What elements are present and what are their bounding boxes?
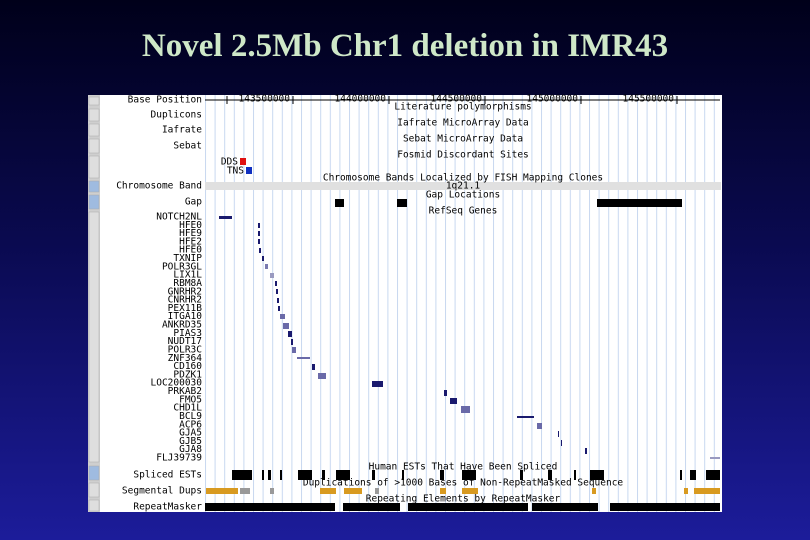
legend-label: TNS [227, 166, 244, 177]
track-title: Duplications of >1000 Bases of Non-Repea… [303, 478, 624, 489]
gene-label: PDZK1 [173, 369, 202, 380]
track-title: Fosmid Discordant Sites [397, 150, 529, 161]
track-label: Spliced ESTs [133, 470, 202, 481]
gene-label: LIX1L [173, 270, 202, 281]
track-title: Repeating Elements by RepeatMasker [366, 494, 561, 505]
gene-label: HFE0 [179, 220, 202, 231]
axis-tick-label: 143500000 [239, 94, 291, 105]
track-label: Segmental Dups [122, 486, 202, 497]
repeat-marks [205, 503, 720, 511]
track-label: Gap [185, 197, 202, 208]
axis-tick-label: 144500000 [431, 94, 483, 105]
gene-label: PRKAB2 [168, 386, 202, 397]
legend-label: DDS [221, 157, 238, 168]
track-title: Chromosome Bands Localized by FISH Mappi… [323, 173, 603, 184]
track-label: RepeatMasker [133, 502, 202, 513]
gene-label: FMO5 [179, 394, 202, 405]
est-marks [232, 470, 720, 480]
gene-label: PIAS3 [173, 328, 202, 339]
legend-swatch [246, 167, 252, 174]
slide-title: Novel 2.5Mb Chr1 deletion in IMR43 [141, 28, 669, 64]
track-label: Sebat [173, 141, 202, 152]
gene-label: GJA8 [179, 444, 202, 455]
gene-label: CHD1L [173, 403, 202, 414]
track-title: Sebat MicroArray Data [403, 134, 523, 145]
axis-tick-label: 145500000 [623, 94, 675, 105]
gene-label: TXNIP [173, 253, 202, 264]
gene-label: HFE9 [179, 228, 202, 239]
gene-label: HFE2 [179, 236, 202, 247]
gene-label: HFE0 [179, 245, 202, 256]
gene-label: ITGA10 [168, 311, 203, 322]
track-title: Human ESTs That Have Been Spliced [369, 462, 558, 473]
track-title: RefSeq Genes [429, 206, 498, 217]
gene-label: CNRHR2 [168, 295, 202, 306]
gene-label: ZNF364 [168, 353, 203, 364]
gene-label: BCL9 [179, 411, 202, 422]
track-label: Base Position [128, 95, 202, 106]
legend-swatch [240, 158, 246, 165]
gene-label: POLR3C [168, 344, 202, 355]
track-label: Iafrate [162, 125, 202, 136]
band-label: 1q21.1 [446, 181, 481, 192]
gene-label: LOC200030 [151, 378, 203, 389]
track-label: Duplicons [151, 110, 202, 121]
gene-label: NUDT17 [168, 336, 202, 347]
gene-label: FLJ39739 [156, 452, 202, 463]
track-buttons[interactable] [88, 96, 100, 512]
axis-tick-label: 145000000 [527, 94, 579, 105]
gene-label: POLR3GL [162, 261, 202, 272]
gene-label: GJB5 [179, 436, 202, 447]
gene-label: GJA5 [179, 428, 202, 439]
band-bar [205, 182, 721, 190]
axis-tick-label: 144000000 [335, 94, 387, 105]
track-title: Iafrate MicroArray Data [397, 118, 529, 129]
gene-label: RBM8A [173, 278, 202, 289]
grid [205, 95, 721, 512]
gene-label: NOTCH2NL [156, 212, 202, 223]
gap-blocks [335, 199, 682, 207]
track-label: Chromosome Band [116, 181, 202, 192]
track-title: Gap Locations [426, 190, 500, 201]
gene-label: CD160 [173, 361, 202, 372]
gene-label: GNRHR2 [168, 286, 202, 297]
gene-label: ACP6 [179, 419, 202, 430]
gene-marks [219, 216, 720, 459]
dup-marks [206, 488, 720, 494]
gene-label: PEX11B [168, 303, 203, 314]
gene-label: ANKRD35 [162, 320, 202, 331]
track-title: Literature polymorphisms [394, 102, 531, 113]
